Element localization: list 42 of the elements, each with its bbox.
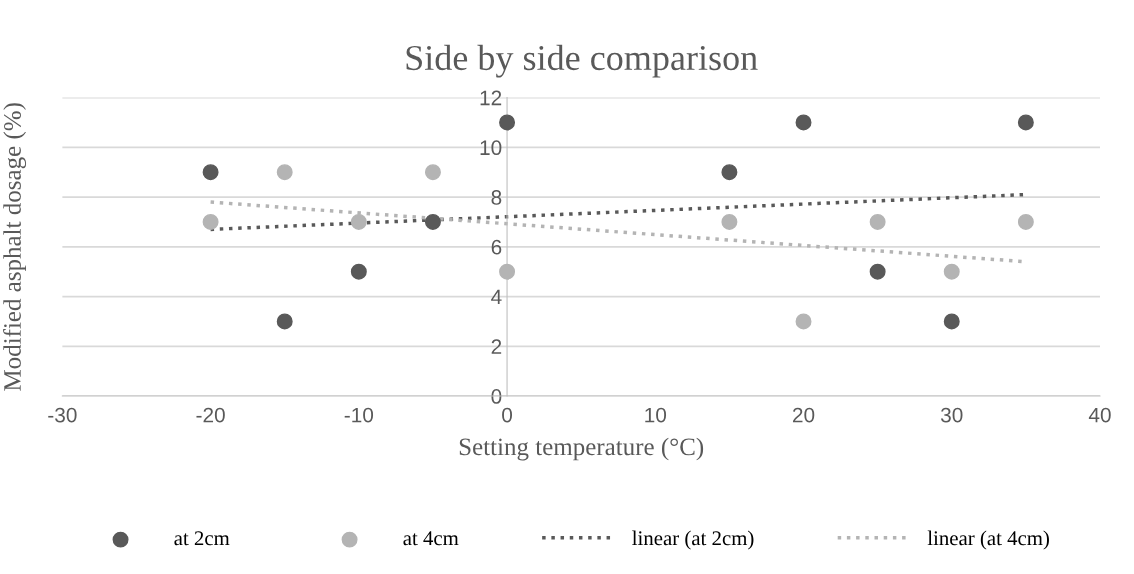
y-tick-label: 10 — [480, 140, 502, 156]
y-tick-label: 2 — [491, 339, 502, 354]
point — [424, 213, 441, 230]
y-tick-label: 6 — [491, 239, 502, 255]
point — [943, 313, 960, 330]
point — [795, 114, 812, 131]
point — [943, 263, 960, 280]
point — [721, 164, 738, 181]
legend-label: linear (at 4cm) — [927, 530, 1049, 550]
legend-label: at 2cm — [174, 531, 230, 546]
point — [721, 213, 738, 230]
x-tick-label: -30 — [48, 407, 77, 423]
y-tick-label: 12 — [480, 90, 502, 106]
point — [869, 263, 886, 280]
point — [350, 263, 367, 280]
x-tick-label: 40 — [1088, 407, 1111, 423]
chart-title: Side by side comparison — [406, 44, 758, 78]
y-tick-label: 0 — [491, 389, 502, 404]
point — [795, 313, 812, 330]
point — [350, 213, 367, 230]
legend-label: linear (at 2cm) — [632, 530, 754, 550]
y-tick-label: 8 — [491, 190, 502, 205]
x-axis-title: Setting temperature (°C) — [459, 437, 704, 461]
x-tick-label: -20 — [196, 407, 225, 423]
point — [1017, 213, 1034, 230]
x-tick-label: 20 — [792, 407, 815, 423]
point — [499, 114, 516, 131]
legend-label: at 4cm — [403, 531, 459, 546]
point — [202, 213, 219, 230]
x-tick-label: -10 — [344, 407, 374, 423]
point — [276, 164, 293, 181]
point — [1017, 114, 1034, 131]
x-tick-label: 10 — [645, 407, 667, 423]
point — [424, 164, 441, 181]
y-tick-label: 4 — [491, 289, 502, 305]
point — [202, 164, 219, 181]
y-axis-title: Modified asphalt dosage (%) — [3, 103, 27, 391]
x-tick-label: 30 — [940, 407, 963, 423]
point — [869, 213, 886, 230]
point — [499, 263, 516, 280]
x-tick-label: 0 — [502, 407, 513, 423]
point — [276, 313, 293, 330]
